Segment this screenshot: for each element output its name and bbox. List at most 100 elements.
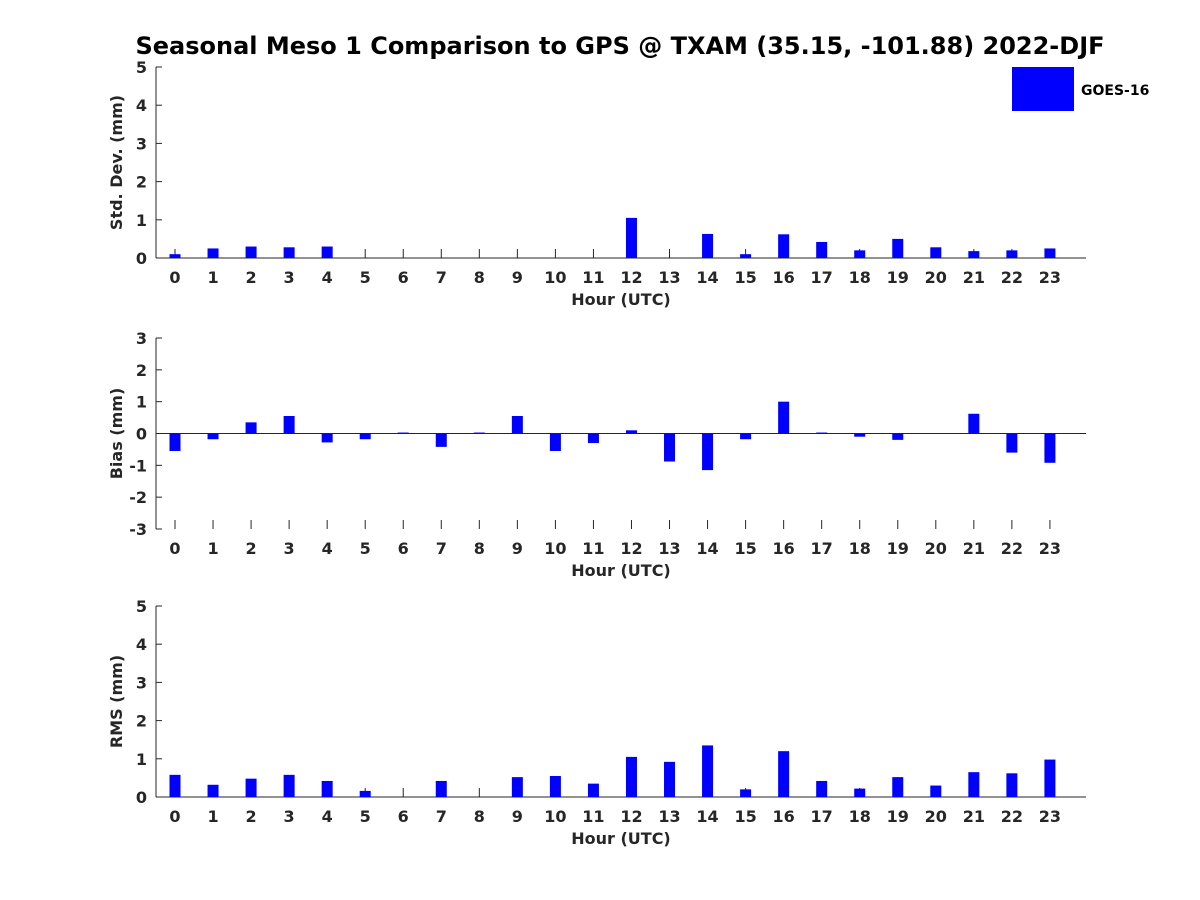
- x-tick-label: 21: [963, 268, 985, 287]
- bar-rms-hour-18: [854, 788, 866, 797]
- x-tick-label: 23: [1039, 539, 1061, 558]
- x-tick-label: 16: [773, 268, 795, 287]
- bar-rms-hour-9: [511, 777, 523, 797]
- y-tick-label: 0: [136, 788, 147, 807]
- bar-rms-hour-21: [968, 772, 980, 797]
- x-tick-label: 10: [544, 539, 566, 558]
- y-axis-label: Bias (mm): [107, 388, 126, 480]
- y-tick-label: 2: [136, 173, 147, 192]
- bar-bias-hour-17: [816, 432, 828, 434]
- y-tick-label: 1: [136, 393, 147, 412]
- x-tick-label: 13: [658, 268, 680, 287]
- bar-bias-hour-6: [397, 432, 409, 434]
- bar-std-dev-hour-21: [968, 251, 980, 258]
- x-tick-label: 3: [284, 539, 295, 558]
- x-tick-label: 15: [734, 268, 756, 287]
- bar-rms-hour-12: [625, 756, 637, 797]
- bar-bias-hour-18: [854, 433, 866, 437]
- x-tick-label: 7: [436, 539, 447, 558]
- x-tick-label: 15: [734, 539, 756, 558]
- bar-bias-hour-19: [892, 433, 904, 440]
- x-tick-label: 7: [436, 807, 447, 826]
- bar-bias-hour-0: [169, 433, 181, 452]
- y-tick-label: -3: [129, 520, 147, 539]
- bar-bias-hour-21: [968, 413, 980, 434]
- x-tick-label: 8: [474, 807, 485, 826]
- x-tick-label: 1: [207, 539, 218, 558]
- bar-rms-hour-1: [207, 784, 219, 797]
- x-tick-label: 0: [169, 807, 180, 826]
- bar-std-dev-hour-23: [1044, 248, 1056, 258]
- x-tick-label: 17: [811, 268, 833, 287]
- bar-std-dev-hour-0: [169, 254, 181, 258]
- x-tick-label: 18: [849, 539, 871, 558]
- x-tick-label: 11: [582, 539, 604, 558]
- x-tick-label: 19: [887, 268, 909, 287]
- x-tick-label: 12: [620, 539, 642, 558]
- bar-std-dev-hour-14: [702, 233, 714, 258]
- x-tick-label: 6: [398, 807, 409, 826]
- bar-std-dev-hour-4: [321, 246, 333, 258]
- bar-bias-hour-3: [283, 415, 295, 434]
- bar-std-dev-hour-19: [892, 238, 904, 258]
- x-tick-label: 3: [284, 807, 295, 826]
- x-tick-label: 4: [322, 268, 333, 287]
- y-tick-label: 4: [136, 635, 147, 654]
- bar-bias-hour-10: [549, 433, 561, 452]
- y-tick-label: 2: [136, 712, 147, 731]
- bar-bias-hour-9: [511, 415, 523, 434]
- x-tick-label: 16: [773, 539, 795, 558]
- x-axis-label: Hour (UTC): [571, 290, 671, 309]
- x-tick-label: 3: [284, 268, 295, 287]
- y-tick-label: 1: [136, 750, 147, 769]
- bar-bias-hour-8: [473, 432, 485, 434]
- x-tick-label: 23: [1039, 268, 1061, 287]
- x-tick-label: 2: [246, 268, 257, 287]
- bar-bias-hour-2: [245, 422, 257, 434]
- y-tick-label: 3: [136, 673, 147, 692]
- bar-std-dev-hour-20: [930, 247, 942, 258]
- bar-std-dev-hour-1: [207, 248, 219, 258]
- y-tick-label: -1: [129, 456, 147, 475]
- x-tick-label: 5: [360, 268, 371, 287]
- x-tick-label: 22: [1001, 268, 1023, 287]
- bar-bias-hour-23: [1044, 433, 1056, 463]
- x-tick-label: 9: [512, 807, 523, 826]
- x-tick-label: 21: [963, 807, 985, 826]
- bar-std-dev-hour-3: [283, 247, 295, 258]
- x-tick-label: 19: [887, 807, 909, 826]
- bar-rms-hour-5: [359, 790, 371, 797]
- x-tick-label: 17: [811, 539, 833, 558]
- y-tick-label: 2: [136, 361, 147, 380]
- bar-bias-hour-5: [359, 433, 371, 440]
- x-tick-label: 14: [696, 539, 718, 558]
- x-tick-label: 5: [360, 807, 371, 826]
- x-tick-label: 11: [582, 268, 604, 287]
- bar-std-dev-hour-18: [854, 250, 866, 258]
- x-tick-label: 6: [398, 268, 409, 287]
- bar-std-dev-hour-22: [1006, 250, 1018, 258]
- x-tick-label: 18: [849, 807, 871, 826]
- x-tick-label: 4: [322, 807, 333, 826]
- bar-bias-hour-7: [435, 433, 447, 447]
- x-tick-label: 6: [398, 539, 409, 558]
- x-tick-label: 8: [474, 268, 485, 287]
- x-tick-label: 12: [620, 268, 642, 287]
- x-tick-label: 20: [925, 268, 947, 287]
- legend-swatch-goes-16: [1012, 67, 1074, 111]
- x-tick-label: 22: [1001, 807, 1023, 826]
- x-tick-label: 4: [322, 539, 333, 558]
- bar-rms-hour-11: [587, 783, 599, 797]
- bar-rms-hour-17: [816, 780, 828, 797]
- x-tick-label: 2: [246, 539, 257, 558]
- x-tick-label: 1: [207, 807, 218, 826]
- bar-bias-hour-11: [587, 433, 599, 444]
- y-tick-label: 0: [136, 425, 147, 444]
- x-tick-label: 2: [246, 807, 257, 826]
- bar-bias-hour-1: [207, 433, 219, 440]
- x-tick-label: 15: [734, 807, 756, 826]
- bar-rms-hour-15: [740, 789, 752, 797]
